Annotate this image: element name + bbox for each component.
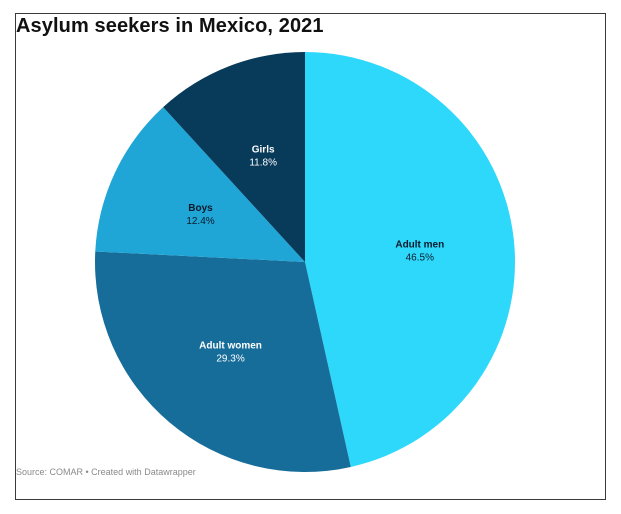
slice-value-adult-women: 29.3%	[216, 353, 244, 364]
slice-label-boys: Boys	[188, 203, 213, 214]
slice-value-boys: 12.4%	[186, 216, 214, 227]
slice-value-adult-men: 46.5%	[406, 252, 434, 263]
pie-slice-girls	[163, 52, 305, 262]
slice-label-adult-men: Adult men	[395, 239, 444, 250]
slice-label-adult-women: Adult women	[199, 340, 262, 351]
slice-label-girls: Girls	[252, 144, 275, 155]
slice-value-girls: 11.8%	[249, 157, 277, 168]
pie-slice-adult-women	[95, 251, 351, 472]
pie-slice-adult-men	[305, 52, 515, 467]
source-note: Source: COMAR • Created with Datawrapper	[16, 467, 196, 477]
chart-title: Asylum seekers in Mexico, 2021	[16, 15, 324, 37]
pie-slice-boys	[95, 107, 306, 262]
